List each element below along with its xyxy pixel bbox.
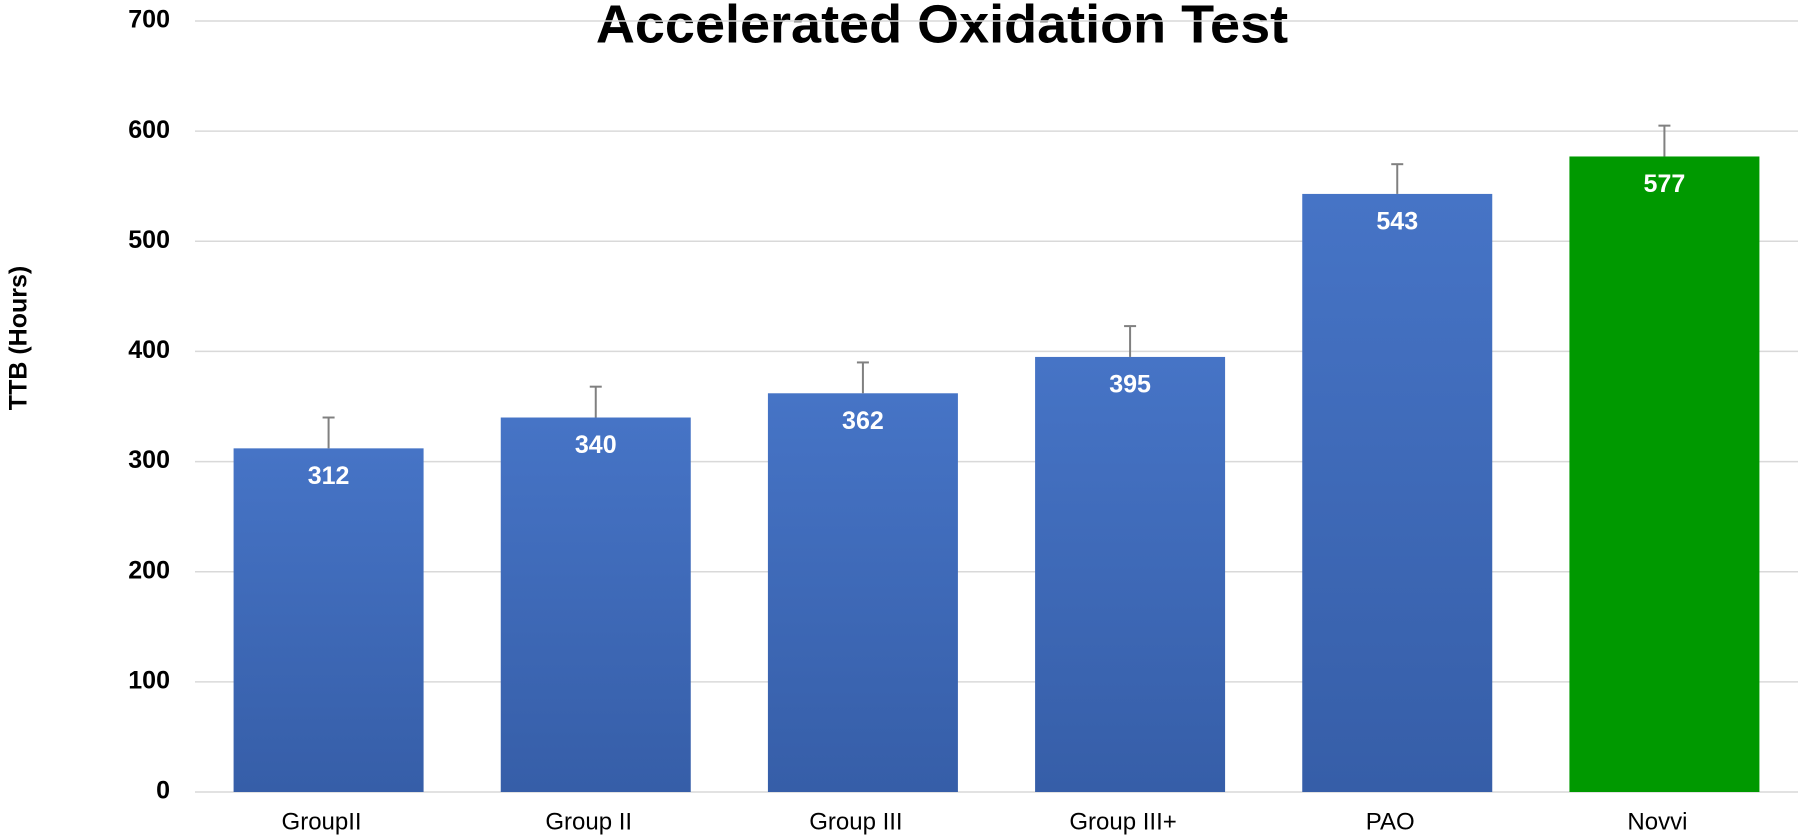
y-tick-label: 100 — [128, 666, 170, 694]
bar — [1569, 156, 1760, 792]
value-label: 543 — [1376, 208, 1418, 236]
y-tick-label: 300 — [128, 446, 170, 474]
y-axis-label: TTB (Hours) — [5, 266, 33, 410]
bar — [767, 393, 958, 792]
x-tick-label: Group III+ — [1069, 808, 1176, 835]
bar — [1302, 193, 1493, 792]
x-tick-label: Group II — [545, 808, 632, 835]
bar — [233, 448, 424, 792]
bar — [1035, 356, 1226, 792]
value-label: 395 — [1109, 371, 1151, 399]
value-label: 577 — [1644, 170, 1686, 198]
value-label: 362 — [842, 407, 884, 435]
value-label: 340 — [575, 431, 617, 459]
x-tick-label: Novvi — [1627, 808, 1687, 835]
y-tick-label: 700 — [128, 6, 170, 34]
y-tick-label: 600 — [128, 116, 170, 144]
x-tick-label: Group III — [809, 808, 902, 835]
x-tick-label: GroupII — [282, 808, 362, 835]
y-tick-label: 0 — [156, 777, 170, 805]
bar — [500, 417, 691, 792]
value-label: 312 — [308, 462, 350, 490]
y-tick-label: 400 — [128, 336, 170, 364]
chart-title: Accelerated Oxidation Test — [596, 0, 1288, 54]
y-tick-label: 500 — [128, 226, 170, 254]
y-tick-label: 200 — [128, 556, 170, 584]
x-tick-label: PAO — [1366, 808, 1415, 835]
